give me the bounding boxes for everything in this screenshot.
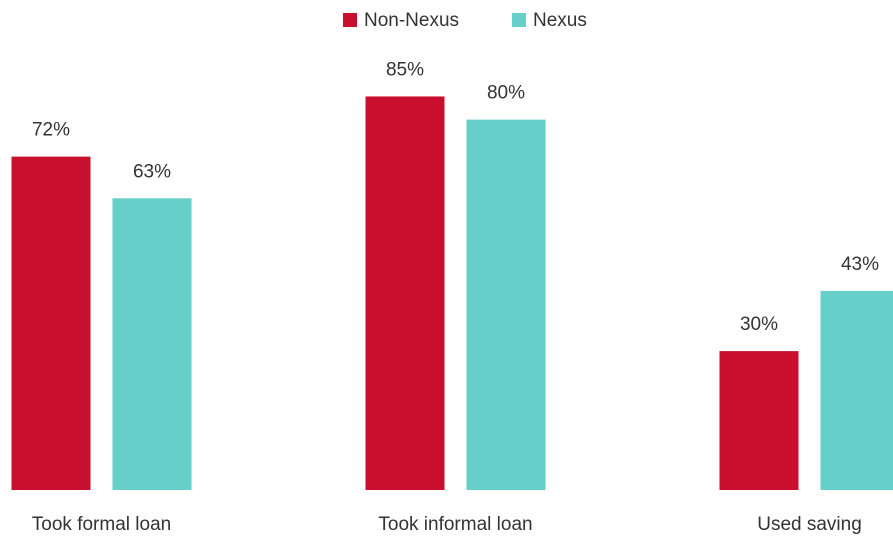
value-label: 80% (487, 83, 525, 104)
value-label: 85% (386, 59, 424, 80)
x-tick-label: Took formal loan (32, 514, 171, 535)
value-label: 72% (32, 120, 70, 141)
bar (820, 290, 893, 490)
value-label: 63% (133, 161, 171, 182)
legend-label: Nexus (533, 10, 587, 31)
legend-swatch (512, 13, 526, 27)
bar (719, 351, 799, 490)
bar (365, 96, 445, 490)
bar (11, 156, 91, 490)
x-tick-label: Took informal loan (378, 514, 532, 535)
bar (466, 119, 546, 490)
bar (112, 198, 192, 490)
x-tick-label: Used saving (757, 514, 862, 535)
legend-label: Non-Nexus (364, 10, 459, 31)
legend-swatch (343, 13, 357, 27)
value-label: 30% (740, 314, 778, 335)
value-label: 43% (841, 254, 879, 275)
